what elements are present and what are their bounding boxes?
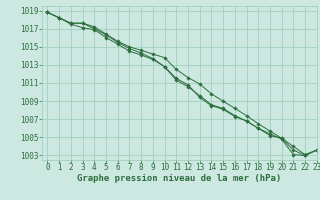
- X-axis label: Graphe pression niveau de la mer (hPa): Graphe pression niveau de la mer (hPa): [77, 174, 281, 183]
